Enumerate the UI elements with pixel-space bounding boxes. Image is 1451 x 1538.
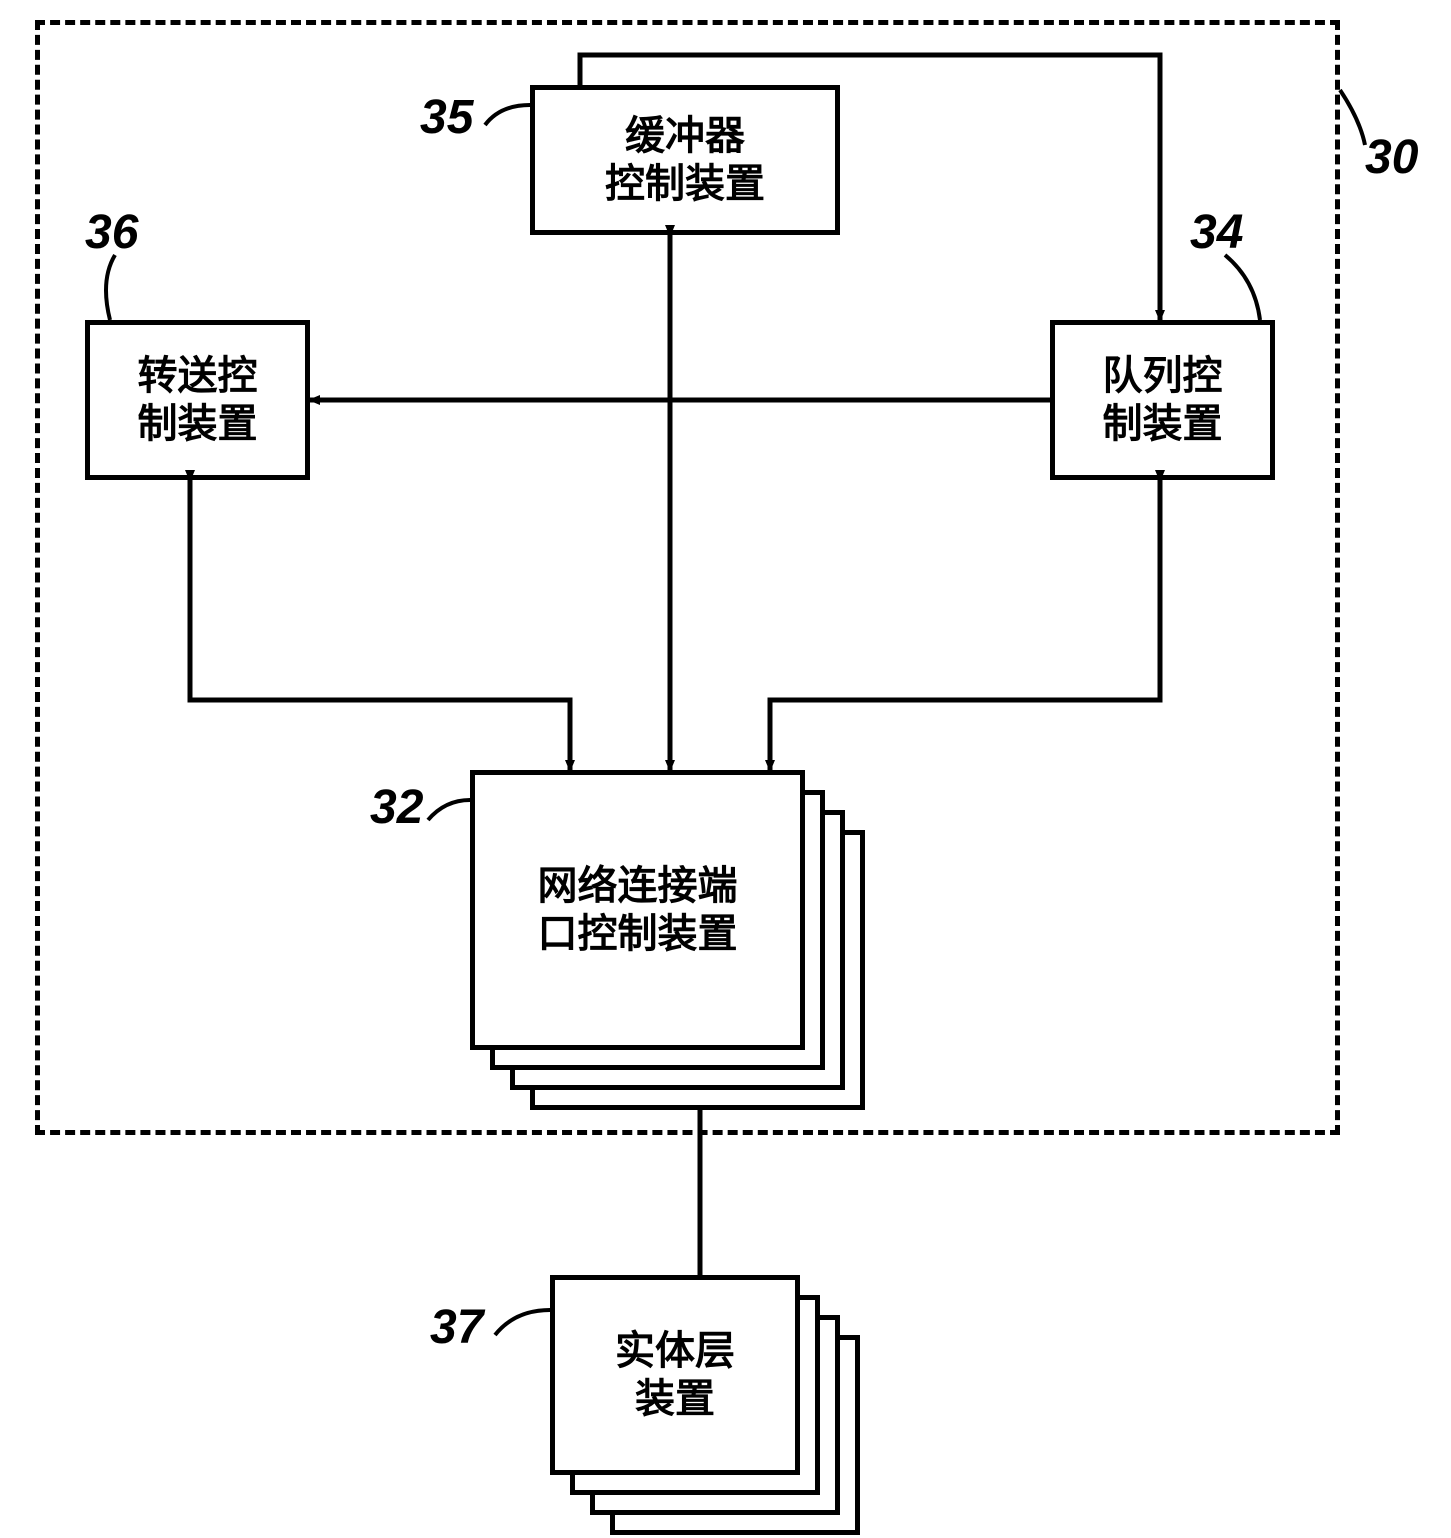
ref-label-35: 35: [420, 90, 473, 145]
ref-label-37: 37: [430, 1300, 483, 1355]
node-physical-label: 实体层装置: [615, 1327, 735, 1423]
ref-label-32: 32: [370, 780, 423, 835]
node-port-label: 网络连接端口控制装置: [538, 862, 738, 958]
ref-label-36: 36: [85, 205, 138, 260]
ref-label-34: 34: [1190, 205, 1243, 260]
node-buffer-label: 缓冲器控制装置: [605, 112, 765, 208]
node-queue-label: 队列控制装置: [1103, 352, 1223, 448]
block-diagram: 缓冲器控制装置 转送控制装置 队列控制装置 网络连接端口控制装置 实体层装置 3…: [0, 0, 1451, 1538]
node-port-control: 网络连接端口控制装置: [470, 770, 805, 1050]
node-queue-control: 队列控制装置: [1050, 320, 1275, 480]
node-buffer-control: 缓冲器控制装置: [530, 85, 840, 235]
node-transfer-label: 转送控制装置: [138, 352, 258, 448]
node-transfer-control: 转送控制装置: [85, 320, 310, 480]
ref-label-30: 30: [1365, 130, 1418, 185]
node-physical-layer: 实体层装置: [550, 1275, 800, 1475]
